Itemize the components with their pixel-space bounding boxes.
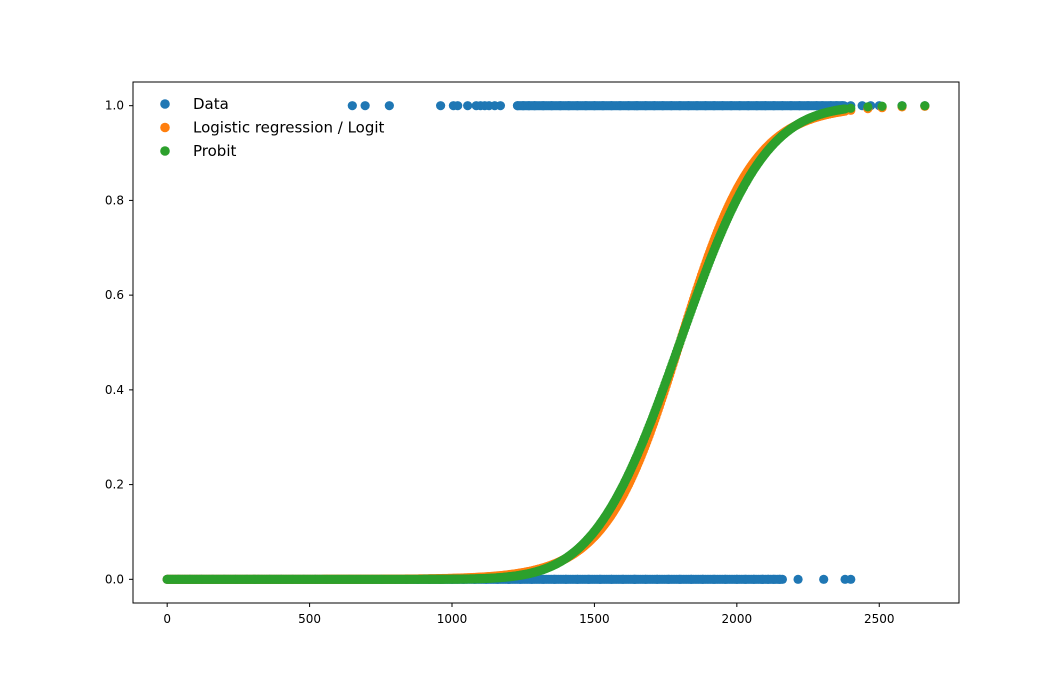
plot-background <box>133 82 959 603</box>
x-tick-label: 1000 <box>437 612 468 626</box>
probit-point <box>846 104 855 113</box>
data-point <box>385 101 394 110</box>
x-tick-label: 2500 <box>864 612 895 626</box>
data-point <box>361 101 370 110</box>
y-tick-label: 1.0 <box>105 99 124 113</box>
x-tick-label: 1500 <box>579 612 610 626</box>
probit-point <box>877 102 886 111</box>
data-point <box>778 575 787 584</box>
x-tick-label: 2000 <box>722 612 753 626</box>
legend-marker <box>160 99 170 109</box>
x-tick-label: 0 <box>163 612 171 626</box>
data-point <box>846 575 855 584</box>
y-tick-label: 0.8 <box>105 193 124 207</box>
data-point <box>453 101 462 110</box>
data-point <box>463 101 472 110</box>
data-point <box>496 101 505 110</box>
legend-marker <box>160 123 170 133</box>
legend-label: Logistic regression / Logit <box>193 119 385 137</box>
legend-label: Probit <box>193 142 236 160</box>
y-tick-label: 0.2 <box>105 478 124 492</box>
probit-point <box>863 102 872 111</box>
data-point <box>436 101 445 110</box>
probit-point <box>920 101 929 110</box>
y-tick-label: 0.6 <box>105 288 124 302</box>
x-tick-label: 500 <box>298 612 321 626</box>
y-tick-label: 0.0 <box>105 572 124 586</box>
y-tick-label: 0.4 <box>105 383 124 397</box>
plot-area <box>133 82 959 603</box>
legend-label: Data <box>193 95 229 113</box>
probit-point <box>897 101 906 110</box>
data-point <box>793 575 802 584</box>
legend-marker <box>160 146 170 156</box>
data-point <box>819 575 828 584</box>
data-point <box>348 101 357 110</box>
